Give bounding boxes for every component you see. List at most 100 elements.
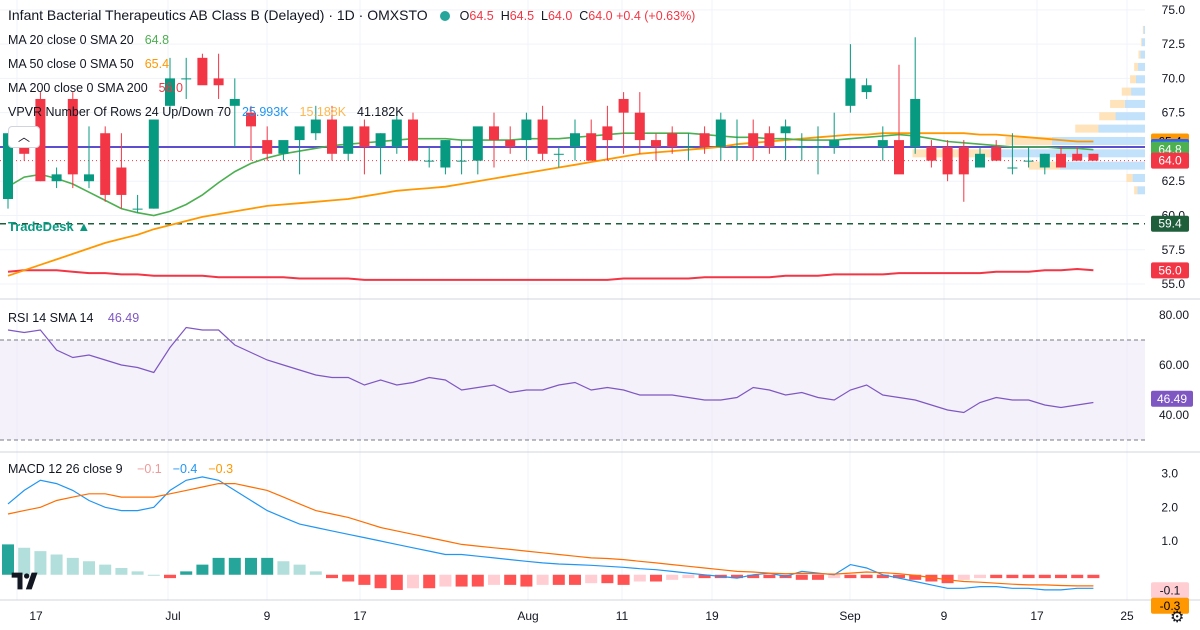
rsi-line <box>7 326 1094 414</box>
candle <box>197 53 208 86</box>
candle <box>877 126 888 161</box>
candle <box>910 37 921 154</box>
macd-hist-bar <box>455 574 468 587</box>
vpvr-down-bar <box>1005 136 1052 145</box>
ma200-legend[interactable]: MA 200 close 0 SMA 200 56.0 <box>8 81 183 95</box>
candle-body <box>910 98 921 147</box>
signal-line <box>7 483 1094 587</box>
macd-hist-bar <box>601 574 614 584</box>
candle <box>456 140 467 175</box>
macd-hist-bar <box>342 574 355 582</box>
tradedesk-label[interactable]: TradeDesk ▲ <box>8 219 91 234</box>
price-badge: 56.0 <box>1151 262 1189 279</box>
rsi-tick-label: 40.00 <box>1159 408 1189 422</box>
time-tick-label: 9 <box>941 609 948 623</box>
price-tick-label: 75.0 <box>1162 3 1186 17</box>
candle <box>359 119 370 175</box>
candle <box>861 78 872 99</box>
market-status-dot <box>439 11 450 21</box>
macd-hist-bar <box>585 574 598 584</box>
macd-badge: -0.1 <box>1151 582 1189 599</box>
macd-hist-bar <box>893 574 905 579</box>
candle <box>424 146 435 168</box>
candle <box>278 140 289 161</box>
vpvr-up-bar <box>1137 186 1145 195</box>
time-tick-label: 11 <box>616 609 629 623</box>
candle-body <box>1088 153 1099 161</box>
vpvr-down-bar <box>1134 62 1139 71</box>
time-tick-label: 17 <box>353 609 367 623</box>
macd-hist-bar <box>50 554 63 575</box>
candle-body <box>67 98 78 175</box>
candle <box>229 78 240 147</box>
chevron-up-icon[interactable]: ︿ <box>8 126 40 148</box>
candle-body <box>472 126 483 161</box>
candle-body <box>84 174 94 182</box>
candle-body <box>278 140 289 154</box>
candle <box>327 105 337 161</box>
macd-hist-bar <box>439 574 452 587</box>
ma20-legend[interactable]: MA 20 close 0 SMA 20 64.8 <box>8 33 170 47</box>
price-badge-label: 59.4 <box>1158 217 1182 231</box>
candle-body <box>634 112 645 141</box>
price-badge: 64.0 <box>1151 152 1189 169</box>
candle <box>958 140 969 202</box>
macd-hist-bar <box>99 564 112 575</box>
macd-hist-bar <box>569 574 581 585</box>
vpvr-up-bar <box>1098 124 1145 133</box>
candle <box>570 119 580 161</box>
time-tick-label: 17 <box>1030 609 1044 623</box>
macd-legend[interactable]: MACD 12 26 close 9 −0.1 −0.4 −0.3 <box>8 462 234 476</box>
ma20-line <box>7 132 1094 217</box>
candle-body <box>975 153 985 168</box>
candle-body <box>165 78 175 106</box>
symbol-title[interactable]: Infant Bacterial Therapeutics AB Class B… <box>8 7 428 23</box>
time-axis: 17 Jul 9 17 Aug 11 19 Sep 9 17 25 <box>29 609 1134 623</box>
candle <box>699 126 710 154</box>
macd-hist-bar <box>860 574 873 579</box>
candle <box>586 119 597 161</box>
candle-body <box>699 133 710 147</box>
candle <box>748 119 759 161</box>
tradingview-logo[interactable] <box>10 568 40 594</box>
candle-body <box>942 146 953 175</box>
candle <box>67 92 78 189</box>
time-tick-label: 19 <box>705 609 719 623</box>
candle-body <box>829 140 840 147</box>
rsi-badge-label: 46.49 <box>1157 392 1187 406</box>
vpvr-up-bar <box>1140 50 1145 59</box>
vpvr-up-bar <box>1124 99 1145 108</box>
candle <box>553 146 564 168</box>
vpvr-down-bar <box>1130 75 1137 84</box>
vpvr-down-bar <box>1134 186 1138 195</box>
candle <box>813 126 823 175</box>
gear-icon[interactable]: ⚙ <box>1170 609 1185 626</box>
macd-hist-bar <box>617 574 630 585</box>
macd-hist-bar <box>876 574 889 579</box>
time-tick-label: 17 <box>29 609 43 623</box>
rsi-legend[interactable]: RSI 14 SMA 14 46.49 <box>8 311 140 325</box>
vpvr-down-bar <box>1140 38 1142 47</box>
candle <box>246 105 256 161</box>
candle-body <box>505 140 516 147</box>
candle <box>780 119 791 161</box>
macd-hist-bar <box>552 574 565 585</box>
time-tick-label: 9 <box>264 609 271 623</box>
candle <box>683 133 694 161</box>
macd-hist-bar <box>147 574 160 576</box>
candle <box>651 133 661 161</box>
candle-body <box>246 112 256 127</box>
candle-body <box>651 140 661 147</box>
ma50-legend[interactable]: MA 50 close 0 SMA 50 65.4 <box>8 57 170 71</box>
candle <box>505 126 516 154</box>
macd-hist-bar <box>990 574 1003 579</box>
time-tick-label: 25 <box>1120 609 1134 623</box>
price-badge-bg <box>1151 152 1189 169</box>
vpvr-legend[interactable]: VPVR Number Of Rows 24 Up/Down 70 25.993… <box>8 105 404 119</box>
candle-body <box>327 119 337 154</box>
price-tick-label: 70.0 <box>1162 71 1186 85</box>
candle-body <box>213 78 224 86</box>
macd-hist-bar <box>34 551 47 575</box>
candle <box>732 119 742 161</box>
